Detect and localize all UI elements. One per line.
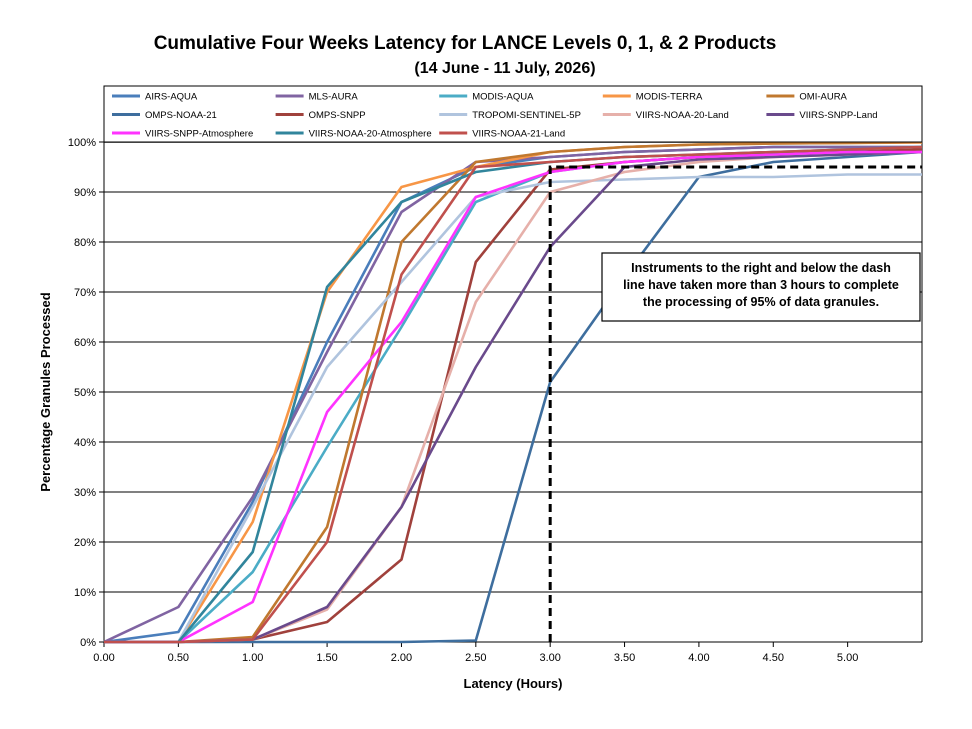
legend-label: MODIS-AQUA <box>472 92 534 103</box>
legend-label: OMI-AURA <box>799 92 847 103</box>
legend: AIRS-AQUA MLS-AURA MODIS-AQUA MODIS-TERRA OM… <box>103 85 923 143</box>
series-line <box>104 150 922 644</box>
legend-label: MODIS-TERRA <box>636 92 703 103</box>
x-tick-label: 0.50 <box>168 652 189 664</box>
annotation-text: Instruments to the right and below the d… <box>623 261 899 309</box>
x-tick-label: 4.00 <box>688 652 709 664</box>
annotation-line: Instruments to the right and below the d… <box>631 261 891 275</box>
legend-label: VIIRS-NOAA-20-Atmosphere <box>309 129 432 140</box>
series-line <box>104 148 923 644</box>
x-axis-label: Latency (Hours) <box>464 676 563 691</box>
legend-label: VIIRS-NOAA-20-Land <box>636 110 729 121</box>
x-tick-label: 5.00 <box>837 652 858 664</box>
threshold-dash-line <box>548 165 922 642</box>
y-tick-label: 70% <box>74 287 96 299</box>
x-tick-label: 1.50 <box>316 652 337 664</box>
chart-title: Cumulative Four Weeks Latency for LANCE … <box>153 33 777 54</box>
series-line <box>104 140 923 644</box>
x-tick-label: 2.00 <box>391 652 412 664</box>
annotation-line: the processing of 95% of data granules. <box>643 295 879 309</box>
y-tick-label: 100% <box>68 137 96 149</box>
x-tick-label: 4.50 <box>763 652 784 664</box>
x-tick-label: 3.00 <box>539 652 560 664</box>
axes: 0% 10% 20% 30% 40% 50% 60% 70% 80% 90% 100% 0.00 0.5… <box>68 137 923 664</box>
y-tick-label: 40% <box>74 437 96 449</box>
y-tick-label: 90% <box>74 187 96 199</box>
series-line <box>104 150 922 644</box>
legend-label: AIRS-AQUA <box>145 92 198 103</box>
y-tick-label: 20% <box>74 537 96 549</box>
annotation-box: Instruments to the right and below the d… <box>601 252 921 322</box>
x-tick-label: 0.00 <box>93 652 114 664</box>
x-tick-label: 1.00 <box>242 652 263 664</box>
series-line <box>103 145 922 644</box>
y-tick-label: 60% <box>74 337 96 349</box>
y-tick-label: 10% <box>74 587 96 599</box>
legend-label: OMPS-NOAA-21 <box>145 110 217 121</box>
y-tick-label: 80% <box>74 237 96 249</box>
series-line <box>104 173 922 644</box>
annotation-frame <box>601 252 921 322</box>
chart-subtitle: (14 June - 11 July, 2026) <box>414 60 596 77</box>
legend-label: TROPOMI-SENTINEL-5P <box>472 110 581 121</box>
series-line <box>104 150 923 644</box>
legend-label: MLS-AURA <box>309 92 359 103</box>
series-lines <box>103 140 923 644</box>
series-line <box>104 145 923 644</box>
legend-label: VIIRS-SNPP-Atmosphere <box>145 129 253 140</box>
y-tick-label: 0% <box>80 637 96 649</box>
series-line <box>104 150 923 644</box>
y-tick-label: 50% <box>74 387 96 399</box>
series-line <box>104 145 923 644</box>
legend-label: VIIRS-NOAA-21-Land <box>472 129 565 140</box>
y-axis-label: Percentage Granules Processed <box>38 292 53 491</box>
series-line <box>104 150 923 644</box>
legend-label: VIIRS-SNPP-Land <box>799 110 877 121</box>
x-tick-label: 2.50 <box>465 652 486 664</box>
threshold-line <box>548 165 922 642</box>
y-tick-label: 30% <box>74 487 96 499</box>
annotation-line: line have taken more than 3 hours to com… <box>623 278 899 292</box>
legend-label: OMPS-SNPP <box>309 110 366 121</box>
series-line <box>103 145 922 644</box>
x-tick-label: 3.50 <box>614 652 635 664</box>
